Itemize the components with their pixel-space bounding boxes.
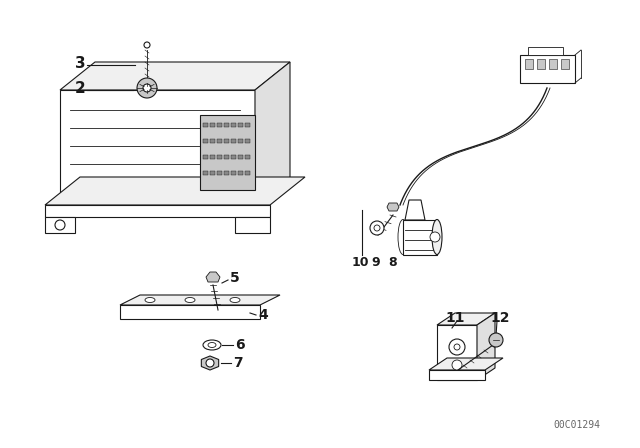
Circle shape — [137, 78, 157, 98]
Bar — [224, 171, 229, 175]
Bar — [217, 123, 222, 127]
Bar — [203, 171, 208, 175]
Polygon shape — [200, 115, 255, 190]
Bar — [231, 123, 236, 127]
Polygon shape — [235, 217, 270, 233]
Text: 00C01294: 00C01294 — [553, 420, 600, 430]
Polygon shape — [429, 370, 485, 380]
Bar — [210, 139, 215, 143]
Bar — [238, 155, 243, 159]
Polygon shape — [45, 217, 75, 233]
Text: 7: 7 — [233, 356, 243, 370]
Bar — [217, 155, 222, 159]
Bar — [238, 139, 243, 143]
Polygon shape — [202, 356, 219, 370]
Text: 8: 8 — [388, 257, 397, 270]
Bar — [231, 171, 236, 175]
Text: 11: 11 — [445, 311, 465, 325]
Polygon shape — [206, 272, 220, 282]
Circle shape — [206, 359, 214, 367]
Text: 4: 4 — [258, 308, 268, 322]
Polygon shape — [477, 313, 495, 380]
Polygon shape — [45, 177, 305, 205]
Text: 6: 6 — [235, 338, 244, 352]
Ellipse shape — [145, 297, 155, 302]
Polygon shape — [429, 358, 503, 370]
Polygon shape — [120, 295, 280, 305]
Polygon shape — [437, 313, 495, 325]
Polygon shape — [255, 62, 290, 205]
Polygon shape — [405, 200, 425, 220]
Circle shape — [370, 221, 384, 235]
Text: 10: 10 — [352, 257, 369, 270]
Bar — [224, 139, 229, 143]
Bar — [217, 139, 222, 143]
Polygon shape — [60, 90, 255, 205]
Bar — [245, 171, 250, 175]
Ellipse shape — [230, 297, 240, 302]
Circle shape — [454, 344, 460, 350]
Bar — [203, 123, 208, 127]
Circle shape — [489, 333, 503, 347]
Bar — [217, 171, 222, 175]
Circle shape — [143, 84, 151, 92]
Text: 5: 5 — [230, 271, 240, 285]
Ellipse shape — [203, 340, 221, 350]
Bar — [245, 155, 250, 159]
Bar — [210, 155, 215, 159]
Text: 2: 2 — [75, 81, 86, 95]
Polygon shape — [60, 62, 290, 90]
Bar — [245, 139, 250, 143]
Ellipse shape — [432, 220, 442, 254]
Bar — [203, 139, 208, 143]
Polygon shape — [120, 305, 260, 319]
Bar — [210, 171, 215, 175]
Bar — [561, 59, 569, 69]
Ellipse shape — [185, 297, 195, 302]
Bar — [520, 55, 575, 83]
Circle shape — [374, 225, 380, 231]
Bar — [231, 139, 236, 143]
Bar — [245, 123, 250, 127]
Circle shape — [144, 42, 150, 48]
Circle shape — [55, 220, 65, 230]
Bar — [238, 171, 243, 175]
Polygon shape — [403, 220, 437, 255]
Bar — [224, 155, 229, 159]
Circle shape — [449, 339, 465, 355]
Bar — [231, 155, 236, 159]
Ellipse shape — [208, 343, 216, 348]
Text: 9: 9 — [371, 257, 380, 270]
Polygon shape — [437, 325, 477, 380]
Bar — [537, 59, 545, 69]
Ellipse shape — [398, 220, 408, 254]
Polygon shape — [45, 205, 270, 217]
Bar — [210, 123, 215, 127]
Text: 12: 12 — [490, 311, 509, 325]
Polygon shape — [387, 203, 399, 211]
Bar — [528, 47, 563, 55]
Bar — [525, 59, 533, 69]
Circle shape — [430, 232, 440, 242]
Bar — [549, 59, 557, 69]
Text: 3: 3 — [75, 56, 86, 70]
Bar — [238, 123, 243, 127]
Bar — [203, 155, 208, 159]
Bar — [224, 123, 229, 127]
Circle shape — [452, 360, 462, 370]
